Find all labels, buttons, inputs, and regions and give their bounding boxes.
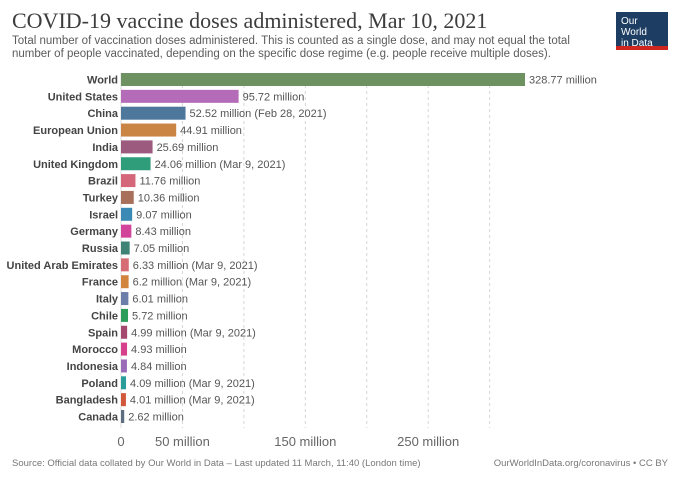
bar-1 (121, 89, 239, 103)
value-label-7: 10.36 million (138, 192, 200, 204)
bar-8 (121, 207, 133, 221)
category-label-1: United States (48, 91, 118, 103)
category-label-13: Italy (96, 294, 119, 306)
category-label-15: Spain (88, 327, 118, 339)
category-label-11: United Arab Emirates (7, 260, 118, 272)
category-label-7: Turkey (83, 192, 119, 204)
owid-logo[interactable]: Our World in Data (616, 12, 668, 50)
bar-6 (121, 174, 136, 188)
value-label-0: 328.77 million (529, 75, 597, 87)
category-label-17: Indonesia (67, 361, 119, 373)
category-label-18: Poland (81, 378, 118, 390)
category-label-9: Germany (70, 226, 119, 238)
logo-accent-bar (616, 46, 668, 50)
category-label-8: Israel (89, 209, 118, 221)
chart-subtitle: Total number of vaccination doses admini… (12, 35, 570, 60)
value-label-3: 44.91 million (180, 125, 242, 137)
value-label-1: 95.72 million (243, 91, 305, 103)
category-label-20: Canada (78, 412, 119, 424)
logo-line-1: Our World (621, 16, 647, 38)
x-tick-label-1: 50 million (155, 434, 210, 449)
bar-16 (121, 342, 128, 356)
value-label-14: 5.72 million (132, 310, 188, 322)
value-label-13: 6.01 million (132, 294, 188, 306)
bar-2 (121, 106, 186, 120)
bar-18 (121, 376, 127, 390)
category-label-12: France (82, 277, 118, 289)
value-label-15: 4.99 million (Mar 9, 2021) (131, 327, 256, 339)
bar-12 (121, 275, 129, 289)
value-label-10: 7.05 million (134, 243, 190, 255)
value-label-11: 6.33 million (Mar 9, 2021) (133, 260, 258, 272)
bar-0 (121, 73, 525, 86)
category-label-2: China (87, 108, 118, 120)
value-label-5: 24.06 million (Mar 9, 2021) (155, 159, 286, 171)
category-label-10: Russia (82, 243, 119, 255)
bar-3 (121, 123, 177, 137)
bar-11 (121, 258, 129, 272)
value-label-12: 6.2 million (Mar 9, 2021) (133, 277, 252, 289)
credit-link[interactable]: OurWorldInData.org/coronavirus • CC BY (493, 458, 668, 469)
value-label-4: 25.69 million (157, 142, 219, 154)
bar-15 (121, 325, 128, 339)
category-label-16: Morocco (72, 344, 118, 356)
x-tick-label-3: 250 million (397, 434, 459, 449)
bar-10 (121, 241, 130, 255)
chart-title: COVID-19 vaccine doses administered, Mar… (12, 8, 488, 33)
value-label-16: 4.93 million (131, 344, 187, 356)
bar-20 (121, 410, 125, 423)
value-label-19: 4.01 million (Mar 9, 2021) (130, 395, 255, 407)
category-label-6: Brazil (88, 176, 118, 188)
bar-9 (121, 224, 132, 238)
value-label-17: 4.84 million (131, 361, 187, 373)
bar-4 (121, 140, 153, 154)
bar-19 (121, 393, 126, 407)
bar-13 (121, 292, 129, 306)
value-label-6: 11.76 million (139, 176, 200, 188)
value-label-2: 52.52 million (Feb 28, 2021) (190, 108, 327, 120)
value-label-8: 9.07 million (136, 209, 192, 221)
bar-14 (121, 308, 129, 322)
category-label-5: United Kingdom (33, 159, 118, 171)
logo-line-2: in Data (621, 38, 653, 49)
bar-7 (121, 190, 134, 204)
category-label-19: Bangladesh (56, 395, 119, 407)
bar-17 (121, 359, 127, 373)
value-label-9: 8.43 million (135, 226, 191, 238)
value-label-20: 2.62 million (128, 412, 184, 424)
bar-5 (121, 157, 151, 171)
x-tick-label-0: 0 (117, 434, 124, 449)
x-tick-label-2: 150 million (274, 434, 336, 449)
category-label-0: World (87, 75, 118, 87)
category-label-3: European Union (33, 125, 118, 137)
category-label-14: Chile (91, 310, 118, 322)
value-label-18: 4.09 million (Mar 9, 2021) (130, 378, 255, 390)
category-label-4: India (92, 142, 119, 154)
source-note: Source: Official data collated by Our Wo… (12, 458, 421, 469)
